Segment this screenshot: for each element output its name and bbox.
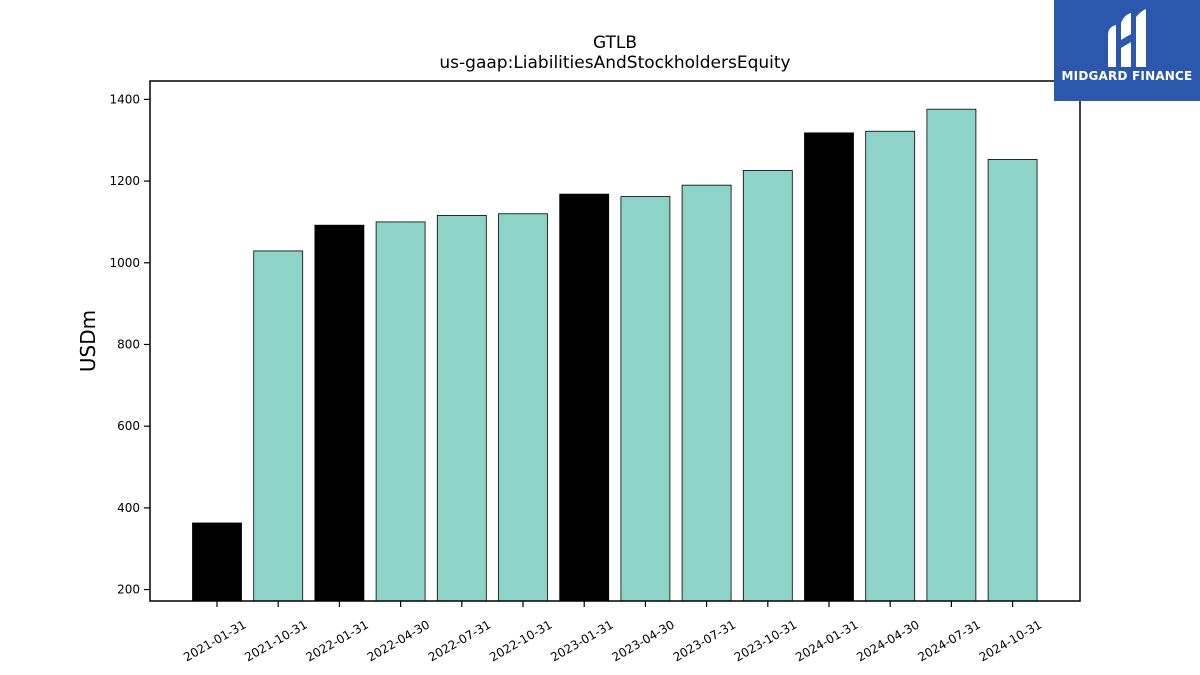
y-axis: 200 400 600 800 1000 1200 1400	[109, 92, 150, 597]
bar-2021-01-31	[192, 522, 242, 602]
bar-2022-07-31	[436, 214, 487, 602]
x-tick-label: 2022-04-30	[365, 617, 432, 664]
bar-2024-04-30	[865, 130, 916, 602]
chart-subtitle: us-gaap:LiabilitiesAndStockholdersEquity	[439, 53, 790, 73]
y-tick-label: 800	[117, 337, 140, 351]
y-axis-label: USDm	[76, 310, 100, 372]
x-tick-label: 2021-10-31	[242, 617, 309, 664]
x-tick-label: 2022-10-31	[487, 617, 554, 664]
chart-title: GTLB	[593, 33, 637, 53]
x-tick-label: 2021-01-31	[181, 617, 248, 664]
bar-2023-04-30	[620, 196, 671, 602]
y-tick-label: 1400	[109, 92, 140, 106]
bar-2021-10-31	[253, 250, 304, 602]
x-tick-label: 2023-01-31	[548, 617, 615, 664]
bar-2023-01-31	[559, 193, 610, 602]
bar-group	[192, 108, 1038, 602]
bar-2022-04-30	[375, 221, 426, 602]
bar-2024-10-31	[987, 159, 1038, 602]
bar-2024-01-31	[804, 132, 854, 602]
y-tick-label: 400	[117, 501, 140, 515]
x-axis: 2021-01-312021-10-312022-01-312022-04-30…	[181, 601, 1044, 664]
y-tick-label: 200	[117, 583, 140, 597]
x-tick-label: 2023-04-30	[609, 617, 676, 664]
x-tick-label: 2023-07-31	[671, 617, 738, 664]
x-tick-label: 2024-04-30	[854, 617, 921, 664]
bar-2023-07-31	[681, 184, 732, 602]
plot-frame	[149, 80, 1081, 602]
brand-logo: MIDGARD FINANCE	[1054, 0, 1200, 101]
x-tick-label: 2022-07-31	[426, 617, 493, 664]
x-tick-label: 2022-01-31	[303, 617, 370, 664]
x-tick-label: 2023-10-31	[732, 617, 799, 664]
bar-2023-10-31	[742, 170, 793, 602]
x-tick-label: 2024-07-31	[915, 617, 982, 664]
x-tick-label: 2024-10-31	[977, 617, 1044, 664]
x-tick-label: 2024-01-31	[793, 617, 860, 664]
y-tick-label: 1200	[109, 174, 140, 188]
brand-name: MIDGARD FINANCE	[1061, 69, 1193, 83]
bar-2022-10-31	[498, 213, 548, 602]
midgard-logo-icon	[1104, 9, 1150, 73]
bar-2022-01-31	[314, 224, 365, 602]
y-tick-label: 600	[117, 419, 140, 433]
y-tick-label: 1000	[109, 256, 140, 270]
bar-2024-07-31	[926, 108, 977, 602]
